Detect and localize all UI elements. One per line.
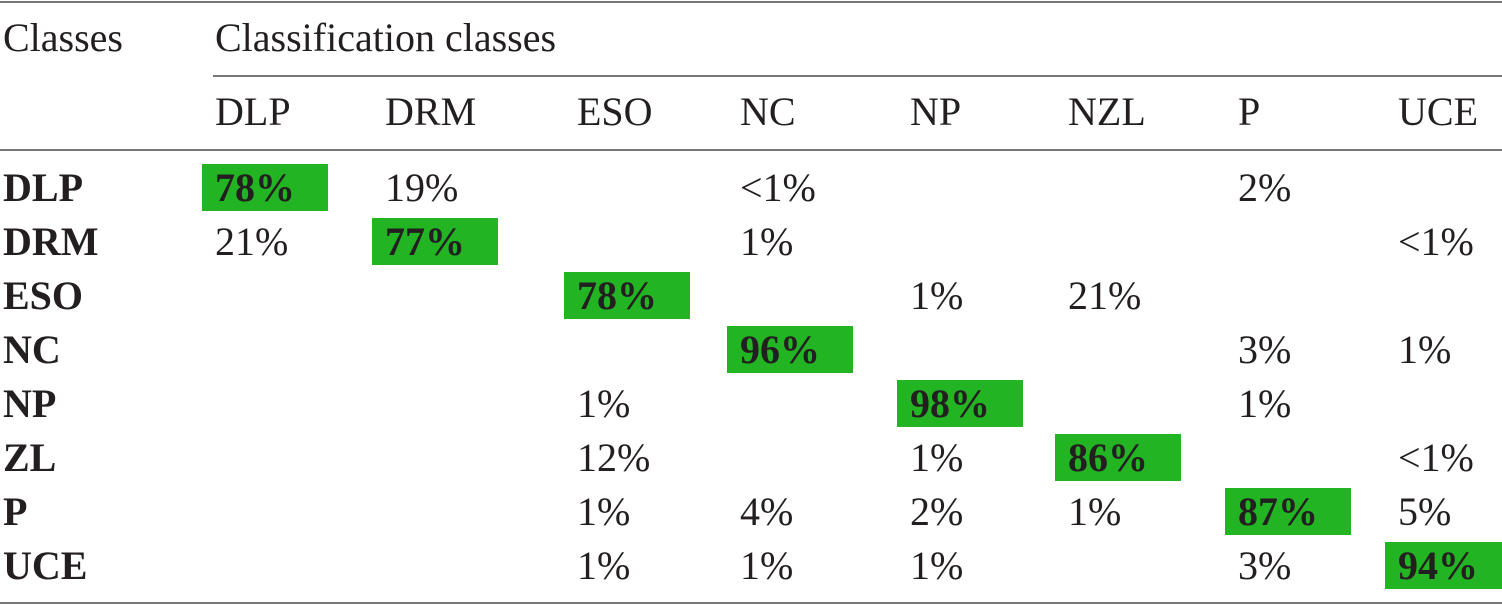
cell: 1%: [740, 543, 794, 588]
diagonal-highlight: [372, 218, 498, 265]
cell: 19%: [385, 165, 459, 210]
cell-correct: 98%: [910, 381, 990, 426]
group-rule: [213, 75, 1502, 77]
cell: 4%: [740, 489, 794, 534]
column-header: P: [1238, 89, 1261, 134]
row-label: DRM: [3, 219, 99, 264]
cell: 1%: [577, 381, 631, 426]
cell: 1%: [740, 219, 794, 264]
cell-correct: 87%: [1238, 489, 1318, 534]
cell: 21%: [1068, 273, 1142, 318]
cell: 1%: [1238, 381, 1292, 426]
group-header: Classification classes: [215, 15, 557, 60]
cell-correct: 78%: [215, 165, 295, 210]
row-label: ESO: [3, 273, 84, 318]
header-rule: [0, 149, 1502, 151]
diagonal-highlight: [727, 326, 853, 373]
column-header: UCE: [1398, 89, 1478, 134]
diagonal-highlight: [1055, 434, 1181, 481]
row-label: ZL: [3, 435, 57, 480]
cell-correct: 78%: [577, 273, 657, 318]
cell: 1%: [577, 543, 631, 588]
cell: 1%: [1068, 489, 1122, 534]
column-header: DLP: [215, 89, 291, 134]
bottom-rule: [0, 602, 1502, 604]
cell-correct: 86%: [1068, 435, 1148, 480]
column-header: DRM: [385, 89, 477, 134]
cell-correct: 96%: [740, 327, 820, 372]
row-label: P: [3, 489, 28, 534]
cell: 1%: [910, 543, 964, 588]
cell: 12%: [577, 435, 651, 480]
cell: 21%: [215, 219, 289, 264]
cell: <1%: [1398, 435, 1474, 480]
column-header: NZL: [1068, 89, 1146, 134]
diagonal-highlight: [1225, 488, 1351, 535]
diagonal-highlight: [1385, 542, 1502, 589]
cell: 1%: [910, 273, 964, 318]
cell: 3%: [1238, 327, 1292, 372]
diagonal-highlight: [564, 272, 690, 319]
cell: 2%: [910, 489, 964, 534]
column-header: NP: [910, 89, 962, 134]
row-label: DLP: [3, 165, 83, 210]
column-header: NC: [740, 89, 796, 134]
row-label: UCE: [3, 543, 88, 588]
cell-correct: 94%: [1398, 543, 1478, 588]
cell: <1%: [740, 165, 816, 210]
cell: 1%: [577, 489, 631, 534]
top-rule: [0, 1, 1502, 3]
cell: 1%: [910, 435, 964, 480]
column-header: ESO: [577, 89, 653, 134]
row-label: NP: [3, 381, 57, 426]
cell: 1%: [1398, 327, 1452, 372]
cell: 5%: [1398, 489, 1452, 534]
cell: 3%: [1238, 543, 1292, 588]
diagonal-highlight: [202, 164, 328, 211]
row-label: NC: [3, 327, 61, 372]
cell-correct: 77%: [385, 219, 465, 264]
cell: <1%: [1398, 219, 1474, 264]
cell: 2%: [1238, 165, 1292, 210]
diagonal-highlight: [897, 380, 1023, 427]
corner-header: Classes: [3, 15, 123, 60]
